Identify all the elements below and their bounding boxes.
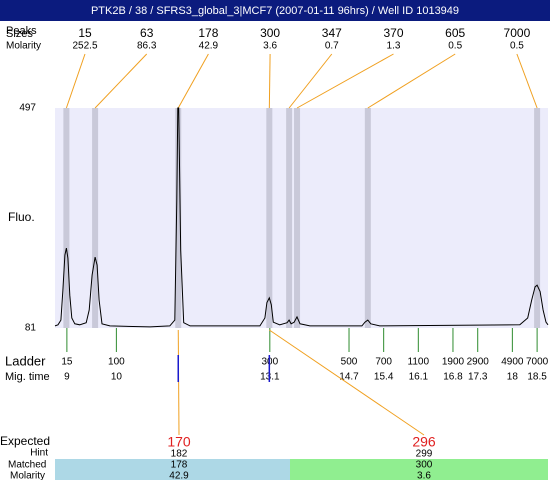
hint-size: 182 (171, 449, 188, 460)
peak-band (63, 108, 70, 328)
peak-molarity: 3.6 (263, 41, 277, 52)
matched-molarity: 3.6 (417, 471, 431, 480)
ladder-size: 100 (108, 357, 125, 368)
peak-molarity: 1.3 (387, 41, 401, 52)
mig-time: 18 (507, 372, 519, 383)
matched-size: 300 (416, 460, 433, 471)
row-label: Molarity (10, 471, 45, 480)
mig-time: 14.7 (339, 372, 359, 383)
peak-size: 15 (78, 26, 92, 40)
peak-size: 605 (445, 26, 465, 40)
peak-size: 7000 (504, 26, 531, 40)
matched-band (290, 459, 548, 480)
peak-size: 178 (198, 26, 218, 40)
peak-molarity: 0.5 (510, 41, 524, 52)
peak-size: 347 (322, 26, 342, 40)
row-label: Mig. time (5, 371, 50, 383)
mig-time: 18.5 (527, 372, 547, 383)
matched-size: 178 (171, 460, 188, 471)
peak-size: 300 (260, 26, 280, 40)
peak-band (286, 108, 293, 328)
trace (54, 107, 549, 328)
ladder-size: 4900 (501, 357, 524, 368)
peak-size: 63 (140, 26, 154, 40)
hint-size: 299 (416, 449, 433, 460)
peak-band (92, 108, 99, 328)
peak-band (294, 108, 301, 328)
row-label: Hint (30, 448, 48, 459)
peak-band (266, 108, 273, 328)
peak-molarity: 0.5 (448, 41, 462, 52)
peak-band (534, 108, 541, 328)
expected-size: 170 (167, 434, 191, 450)
title: PTK2B / 38 / SFRS3_global_3|MCF7 (2007-0… (91, 5, 459, 17)
matched-molarity: 42.9 (169, 471, 189, 480)
peak-band (364, 108, 371, 328)
row-label: Sizes (6, 28, 33, 40)
match-connector (269, 329, 425, 436)
title-bar (0, 0, 550, 21)
peak-connector (288, 53, 333, 109)
peak-connector (268, 53, 271, 109)
plot-area (55, 108, 548, 328)
mig-time: 10 (111, 372, 123, 383)
ladder-size: 500 (341, 357, 358, 368)
ladder-size: 700 (375, 357, 392, 368)
y-tick-label: 497 (19, 103, 36, 114)
ladder-size: 7000 (526, 357, 549, 368)
row-label: Ladder (5, 353, 46, 368)
y-axis-label: Fluo. (8, 210, 35, 224)
peak-connector (367, 53, 456, 109)
peak-connector (296, 53, 394, 109)
peak-molarity: 86.3 (137, 41, 157, 52)
peak-band (175, 108, 182, 328)
peak-connector (94, 53, 148, 109)
ladder-size: 15 (61, 357, 73, 368)
ladder-size: 1900 (442, 357, 465, 368)
row-label: Molarity (6, 41, 41, 52)
peak-size: 370 (383, 26, 403, 40)
mig-time: 9 (64, 372, 70, 383)
mig-time: 17.3 (468, 372, 488, 383)
row-label: Peaks (6, 25, 37, 37)
matched-band (55, 459, 290, 480)
mig-time: 16.8 (443, 372, 463, 383)
ladder-size: 2900 (467, 357, 490, 368)
peak-molarity: 252.5 (72, 41, 97, 52)
row-label: Matched (8, 460, 46, 471)
expected-size: 296 (412, 434, 436, 450)
ladder-size: 1100 (408, 357, 430, 368)
peak-molarity: 42.9 (199, 41, 219, 52)
row-label: Expected (0, 434, 50, 448)
peak-molarity: 0.7 (325, 41, 339, 52)
peak-connector (65, 53, 86, 109)
y-tick-label: 81 (25, 323, 37, 334)
peak-connector (516, 53, 538, 109)
match-connector (177, 329, 180, 436)
mig-time: 15.4 (374, 372, 394, 383)
peak-connector (177, 53, 209, 109)
mig-time: 16.1 (409, 372, 429, 383)
